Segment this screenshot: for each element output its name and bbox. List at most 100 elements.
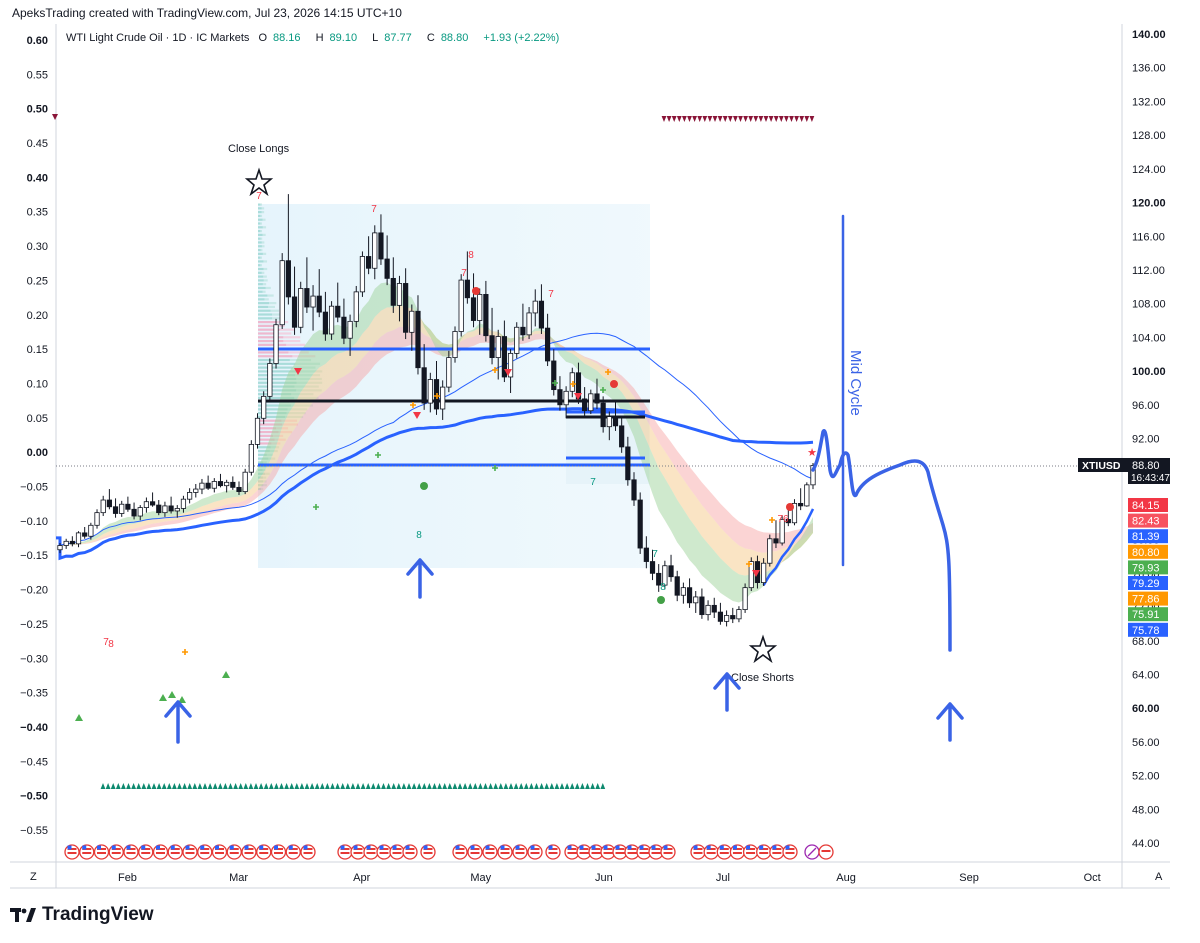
osc-tick-label: 0.30	[27, 241, 48, 253]
candle	[514, 322, 520, 359]
us-flag-event-icon[interactable]	[742, 844, 759, 860]
candle-body	[785, 519, 791, 524]
us-flag-event-icon[interactable]	[482, 844, 498, 860]
us-flag-event-icon[interactable]	[285, 844, 301, 860]
us-flag-event-icon[interactable]	[545, 844, 561, 860]
us-flag-event-icon[interactable]	[300, 844, 316, 860]
us-flag-event-icon[interactable]	[729, 844, 746, 860]
candle	[440, 380, 446, 420]
ohlc-low: L 87.77	[372, 32, 412, 44]
us-flag-event-icon[interactable]	[337, 844, 353, 860]
tradingview-logo[interactable]: TradingView	[10, 904, 154, 926]
triangle-down-marker	[574, 393, 582, 400]
maroon-triangle	[671, 116, 677, 122]
us-flag-event-icon[interactable]	[756, 844, 772, 860]
teal-triangle	[432, 783, 437, 789]
candle	[619, 417, 625, 453]
us-flag-event-icon[interactable]	[152, 844, 169, 860]
us-flag-event-icon[interactable]	[167, 844, 183, 860]
us-flag-event-icon[interactable]	[527, 844, 543, 860]
us-flag-event-icon[interactable]	[497, 844, 513, 860]
us-flag-event-icon[interactable]	[363, 844, 379, 860]
triangle-up-marker	[168, 691, 176, 698]
candle	[736, 606, 742, 623]
teal-triangle	[381, 783, 386, 789]
candle	[341, 298, 347, 345]
us-flag-event-icon[interactable]	[182, 844, 198, 860]
candle-body	[328, 305, 335, 335]
oscillator-axis[interactable]: 0.60 0.55 0.50 0.45 0.40 0.35 0.30 0.25 0.20 0.15…	[20, 35, 48, 837]
vp-bar	[283, 339, 301, 343]
us-flag-event-icon[interactable]	[769, 844, 785, 860]
event-purple-icon[interactable]	[804, 844, 820, 860]
us-flag-event-icon[interactable]	[624, 844, 640, 860]
candle-body	[372, 232, 378, 269]
economic-events-row[interactable]	[64, 844, 834, 860]
us-flag-event-icon[interactable]	[226, 844, 242, 860]
time-axis[interactable]: Feb Mar Apr May Jun Jul Aug Sep Oct	[118, 872, 1101, 884]
us-flag-event-icon[interactable]	[108, 844, 124, 860]
us-flag-event-icon[interactable]	[420, 844, 436, 860]
us-flag-event-icon[interactable]	[512, 844, 528, 860]
us-flag-event-icon[interactable]	[197, 844, 213, 860]
vp-bar	[258, 302, 270, 305]
us-flag-event-icon[interactable]	[716, 844, 732, 860]
us-flag-event-icon[interactable]	[703, 844, 719, 860]
vp-bar	[288, 351, 309, 354]
us-flag-event-icon[interactable]	[138, 844, 154, 860]
us-flag-event-icon[interactable]	[376, 844, 392, 860]
us-flag-event-icon[interactable]	[389, 844, 405, 860]
teal-triangle	[197, 783, 203, 789]
candle-body	[242, 471, 248, 492]
us-flag-event-icon[interactable]	[467, 844, 483, 860]
vp-bar	[267, 294, 274, 297]
us-flag-event-icon[interactable]	[79, 844, 95, 860]
vp-bar	[258, 214, 261, 218]
projection-path	[811, 429, 952, 652]
price-tick-label: 60.00	[1132, 703, 1160, 715]
vp-bar	[261, 211, 265, 214]
us-flag-event-icon[interactable]	[350, 844, 366, 860]
us-flag-event-icon[interactable]	[452, 844, 468, 860]
us-flag-event-icon[interactable]	[211, 844, 228, 860]
us-flag-event-icon[interactable]	[600, 844, 616, 860]
us-flag-event-icon[interactable]	[690, 844, 706, 860]
auto-scale-button[interactable]: A	[1155, 871, 1163, 883]
us-flag-event-icon[interactable]	[660, 844, 676, 860]
us-flag-event-icon[interactable]	[270, 844, 287, 860]
candle	[699, 588, 705, 619]
us-flag-event-icon[interactable]	[256, 844, 272, 860]
us-flag-event-icon[interactable]	[588, 844, 604, 860]
price-tick-label: 120.00	[1132, 198, 1166, 210]
z-button[interactable]: Z	[30, 871, 37, 883]
us-flag-event-icon[interactable]	[818, 844, 834, 860]
candle	[347, 314, 353, 356]
teal-triangle	[248, 783, 254, 789]
vp-bar	[262, 252, 267, 255]
us-flag-event-icon[interactable]	[64, 844, 80, 860]
candle-body	[131, 508, 137, 517]
candle	[236, 481, 242, 495]
candle-body	[168, 505, 174, 512]
svg-text:75.91: 75.91	[1132, 609, 1160, 621]
vp-bar	[258, 423, 283, 426]
candle-body	[643, 547, 649, 562]
teal-triangle	[268, 783, 274, 789]
candle	[149, 492, 156, 507]
candle-body	[761, 562, 767, 584]
us-flag-event-icon[interactable]	[564, 844, 580, 860]
candle-body	[514, 326, 520, 354]
us-flag-event-icon[interactable]	[93, 844, 110, 860]
teal-triangle	[126, 783, 131, 789]
price-axis[interactable]: 140.00 136.00 132.00 128.00 124.00 120.00 116.…	[1132, 29, 1166, 850]
vp-bar	[273, 324, 285, 327]
us-flag-event-icon[interactable]	[123, 844, 139, 860]
us-flag-event-icon[interactable]	[782, 844, 798, 860]
teal-triangle	[370, 783, 376, 789]
teal-triangle	[386, 783, 391, 789]
price-badge: 84.15	[1128, 498, 1168, 512]
plus-marker	[605, 369, 611, 375]
us-flag-event-icon[interactable]	[241, 844, 257, 860]
us-flag-event-icon[interactable]	[402, 844, 418, 860]
